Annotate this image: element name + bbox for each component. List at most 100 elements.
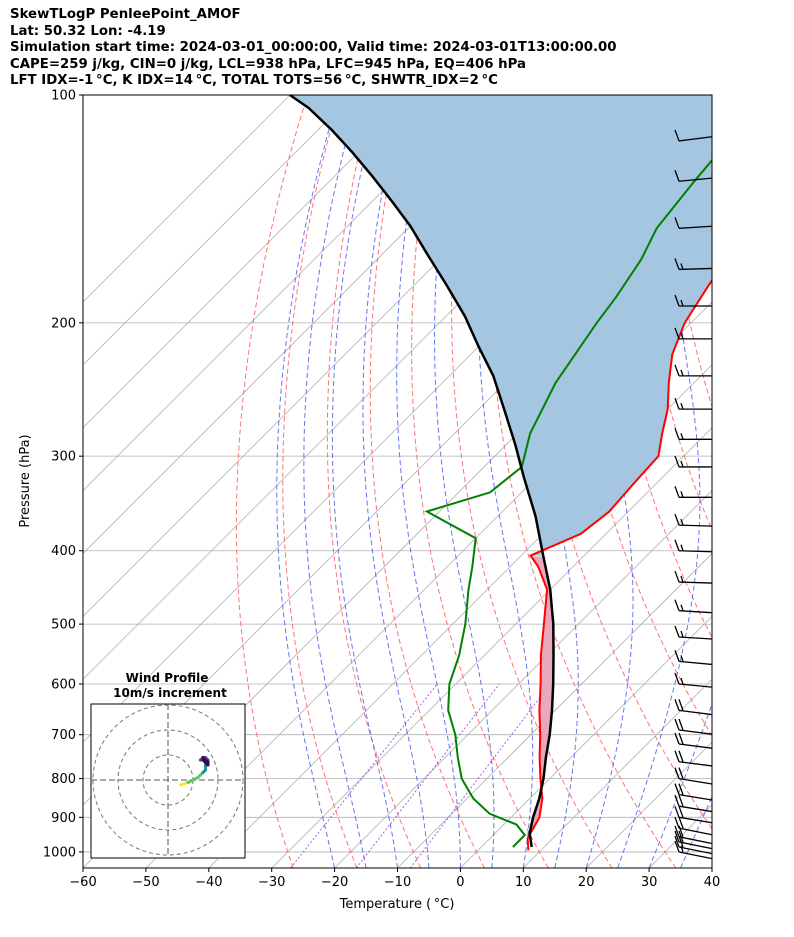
isotherm-line bbox=[711, 867, 712, 868]
wind-barb-half bbox=[680, 518, 684, 526]
y-tick-label: 700 bbox=[51, 728, 76, 743]
wind-barb bbox=[674, 513, 713, 527]
x-tick-label: −60 bbox=[69, 875, 96, 890]
wind-barb-flag bbox=[674, 830, 680, 843]
hodograph-content bbox=[91, 704, 245, 858]
wind-barb-flag bbox=[674, 794, 680, 807]
wind-barb-staff bbox=[678, 610, 713, 614]
isotherm-line bbox=[271, 427, 712, 868]
wind-barb-flag bbox=[678, 816, 684, 829]
wind-barb-staff bbox=[678, 177, 713, 182]
wind-barb-staff bbox=[678, 851, 713, 860]
wind-barb-half bbox=[680, 332, 684, 340]
wind-barb-staff bbox=[678, 836, 713, 845]
wind-barb-flag bbox=[678, 783, 684, 795]
hodograph-title: Wind Profile bbox=[126, 671, 209, 685]
y-tick-label: 200 bbox=[51, 316, 76, 331]
wind-barb bbox=[674, 699, 713, 716]
wind-barb-flag bbox=[674, 364, 680, 377]
wind-barb-flag bbox=[674, 767, 680, 779]
wind-barb bbox=[674, 170, 713, 182]
wind-barb-staff bbox=[678, 805, 713, 813]
wind-barb-flag bbox=[674, 835, 680, 848]
wind-barb bbox=[674, 783, 713, 801]
wind-barb bbox=[674, 806, 713, 824]
x-tick-label: 40 bbox=[704, 875, 721, 890]
wind-barb bbox=[674, 327, 712, 340]
wind-barb bbox=[674, 650, 713, 666]
title-station: SkewTLogP PenleePoint_AMOF bbox=[10, 7, 241, 22]
wind-barb bbox=[674, 750, 713, 767]
mixing-ratio-line bbox=[409, 683, 551, 868]
chart-header: SkewTLogP PenleePoint_AMOF Lat: 50.32 Lo… bbox=[10, 7, 617, 90]
wind-barb-staff bbox=[678, 267, 713, 271]
title-location: Lat: 50.32 Lon: -4.19 bbox=[10, 23, 166, 39]
wind-barb-flag bbox=[678, 718, 684, 731]
cape-area bbox=[289, 95, 712, 556]
wind-barb-staff bbox=[678, 743, 713, 749]
wind-barb-flag bbox=[674, 825, 680, 838]
wind-barb-flag bbox=[678, 794, 684, 807]
wind-barb-staff bbox=[678, 660, 713, 666]
wind-barb bbox=[674, 835, 713, 855]
wind-barb bbox=[674, 672, 713, 688]
wind-barb-staff bbox=[678, 136, 713, 142]
wind-barb-staff bbox=[678, 816, 713, 824]
wind-barb-staff bbox=[678, 225, 713, 229]
y-tick-label: 100 bbox=[51, 89, 76, 104]
dry-adiabat-line bbox=[326, 95, 422, 868]
moist-adiabat-line bbox=[396, 95, 461, 868]
wind-barb-half bbox=[680, 263, 684, 270]
wind-barb-flag bbox=[674, 650, 680, 662]
y-tick-label: 400 bbox=[51, 544, 76, 559]
cape-cin-fill bbox=[289, 95, 712, 834]
wind-barb-half bbox=[680, 460, 684, 468]
hodograph-inset: Wind Profile 10m/s increment bbox=[90, 671, 246, 859]
x-axis-ticks: −60 −50 −40 −30 −20 −10 0 10 20 30 40 bbox=[69, 868, 720, 890]
wind-barb-flag bbox=[674, 570, 680, 583]
x-tick-label: 0 bbox=[456, 875, 464, 890]
wind-barb-flag bbox=[674, 513, 680, 526]
y-tick-label: 300 bbox=[51, 450, 76, 465]
wind-barb bbox=[674, 794, 713, 813]
wind-barb-half bbox=[680, 402, 684, 410]
moist-adiabat-line bbox=[303, 95, 367, 868]
wind-barb-flag bbox=[674, 816, 680, 829]
y-tick-label: 900 bbox=[51, 811, 76, 826]
wind-barb-half bbox=[680, 604, 684, 611]
wind-barb-flag bbox=[674, 258, 680, 270]
wind-barb-staff bbox=[678, 777, 713, 785]
wind-barb bbox=[674, 570, 713, 584]
wind-barb-flag bbox=[674, 539, 680, 551]
wind-barb-staff bbox=[678, 581, 713, 584]
wind-barb-staff bbox=[678, 709, 713, 716]
wind-barb-flag bbox=[678, 767, 684, 779]
dry-adiabat-line bbox=[369, 95, 485, 868]
mixing-ratio-line bbox=[355, 683, 500, 868]
wind-barb-flag bbox=[674, 397, 680, 410]
wind-barb-flag bbox=[674, 599, 680, 611]
wind-barb-flag bbox=[674, 455, 680, 468]
y-tick-label: 600 bbox=[51, 678, 76, 693]
wind-barb bbox=[674, 294, 712, 307]
wind-barb bbox=[674, 129, 713, 142]
wind-barb-staff bbox=[678, 729, 713, 735]
wind-barb-flag bbox=[674, 428, 680, 440]
wind-barb-flag bbox=[674, 718, 680, 731]
x-tick-label: −40 bbox=[195, 875, 222, 890]
wind-barb-half bbox=[680, 575, 684, 583]
wind-barb-staff bbox=[678, 683, 713, 688]
wind-barb-flag bbox=[678, 699, 684, 711]
y-tick-label: 1000 bbox=[43, 845, 76, 860]
wind-barb-flag bbox=[678, 806, 684, 818]
moist-adiabat-line bbox=[477, 95, 534, 868]
x-tick-label: −10 bbox=[384, 875, 411, 890]
wind-barb-half bbox=[680, 677, 684, 685]
wind-barb-flag bbox=[674, 129, 680, 142]
x-tick-label: −20 bbox=[321, 875, 348, 890]
dry-adiabat-line bbox=[489, 95, 677, 868]
wind-barbs bbox=[674, 129, 713, 860]
wind-barb bbox=[674, 539, 713, 553]
y-axis-ticks: 100 200 300 400 500 600 700 800 900 1000 bbox=[43, 89, 83, 860]
